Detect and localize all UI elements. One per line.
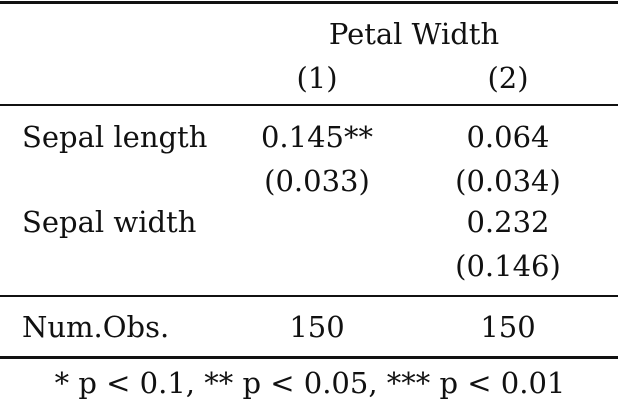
se-sepal-length-model-1: (0.033) xyxy=(264,164,370,198)
significance-footnote: * p < 0.1, ** p < 0.05, *** p < 0.01 xyxy=(54,366,566,400)
row-label-sepal-length: Sepal length xyxy=(22,120,208,154)
num-obs-model-1: 150 xyxy=(289,310,345,344)
column-header-2: (2) xyxy=(487,61,529,95)
num-obs-model-2: 150 xyxy=(480,310,536,344)
coef-sepal-length-model-1: 0.145** xyxy=(260,120,374,154)
top-rule xyxy=(0,1,618,4)
se-sepal-length-model-2: (0.034) xyxy=(455,164,561,198)
coef-sepal-width-model-2: 0.232 xyxy=(466,205,550,239)
column-header-1: (1) xyxy=(296,61,338,95)
row-label-num-obs: Num.Obs. xyxy=(22,310,170,344)
coef-sepal-length-model-2: 0.064 xyxy=(466,120,550,154)
row-label-sepal-width: Sepal width xyxy=(22,205,197,239)
dependent-variable-header: Petal Width xyxy=(328,17,500,51)
se-sepal-width-model-2: (0.146) xyxy=(455,249,561,283)
stats-rule xyxy=(0,295,618,297)
header-rule xyxy=(0,104,618,106)
bottom-rule xyxy=(0,356,618,359)
